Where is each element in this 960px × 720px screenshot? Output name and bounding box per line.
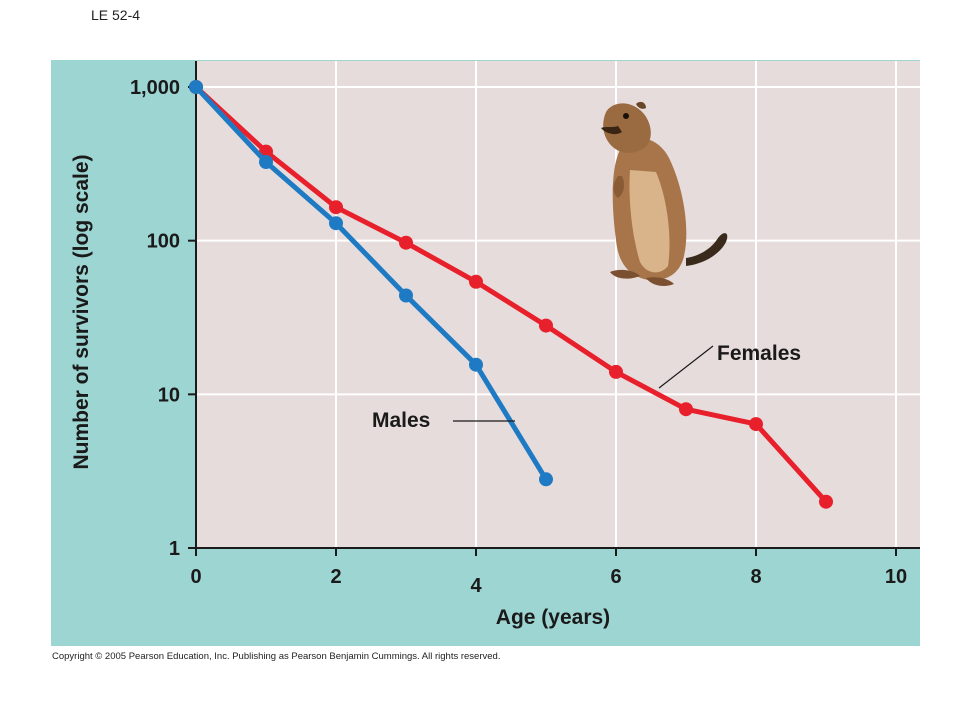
males-series-label: Males	[372, 409, 430, 432]
slide-label: LE 52-4	[91, 7, 141, 23]
plot-area	[196, 61, 920, 547]
series-layer	[189, 80, 833, 509]
y-axis-title: Number of survivors (log scale)	[70, 154, 93, 469]
males-data-point	[259, 155, 273, 169]
series-labels: Females Males	[372, 342, 801, 432]
males-data-point	[189, 80, 203, 94]
x-tick-label: 0	[190, 566, 201, 588]
males-data-point	[469, 357, 483, 372]
females-series-label: Females	[717, 342, 801, 365]
ground-squirrel-icon	[601, 101, 728, 286]
axes	[188, 61, 920, 556]
females-data-point	[329, 200, 343, 215]
x-tick-label: 10	[885, 566, 907, 588]
females-data-point	[679, 402, 693, 417]
males-data-point	[539, 472, 553, 487]
males-series-line	[193, 84, 549, 482]
copyright-notice: Copyright © 2005 Pearson Education, Inc.…	[52, 651, 501, 662]
females-data-point	[819, 494, 833, 509]
y-tick-label: 1	[169, 538, 180, 560]
females-series-line	[193, 84, 829, 505]
x-tick-label: 4	[470, 575, 482, 597]
y-tick-label: 10	[158, 384, 180, 406]
females-data-point	[539, 318, 553, 333]
x-tick-labels: 0 2 4 6 8 10	[190, 566, 907, 597]
y-tick-label: 100	[147, 231, 180, 253]
females-data-point	[609, 364, 623, 379]
x-axis-title: Age (years)	[496, 606, 610, 629]
males-data-point	[399, 288, 413, 303]
x-tick-label: 6	[610, 566, 621, 588]
x-tick-label: 2	[330, 566, 341, 588]
x-tick-label: 8	[750, 566, 761, 588]
y-tick-label: 1,000	[130, 77, 180, 99]
females-data-point	[469, 274, 483, 289]
grid-lines	[196, 61, 920, 548]
females-data-point	[399, 235, 413, 250]
y-tick-labels: 1 10 100 1,000	[130, 77, 180, 560]
females-data-point	[749, 417, 763, 432]
males-data-point	[329, 216, 343, 231]
females-leader-line	[658, 345, 714, 389]
